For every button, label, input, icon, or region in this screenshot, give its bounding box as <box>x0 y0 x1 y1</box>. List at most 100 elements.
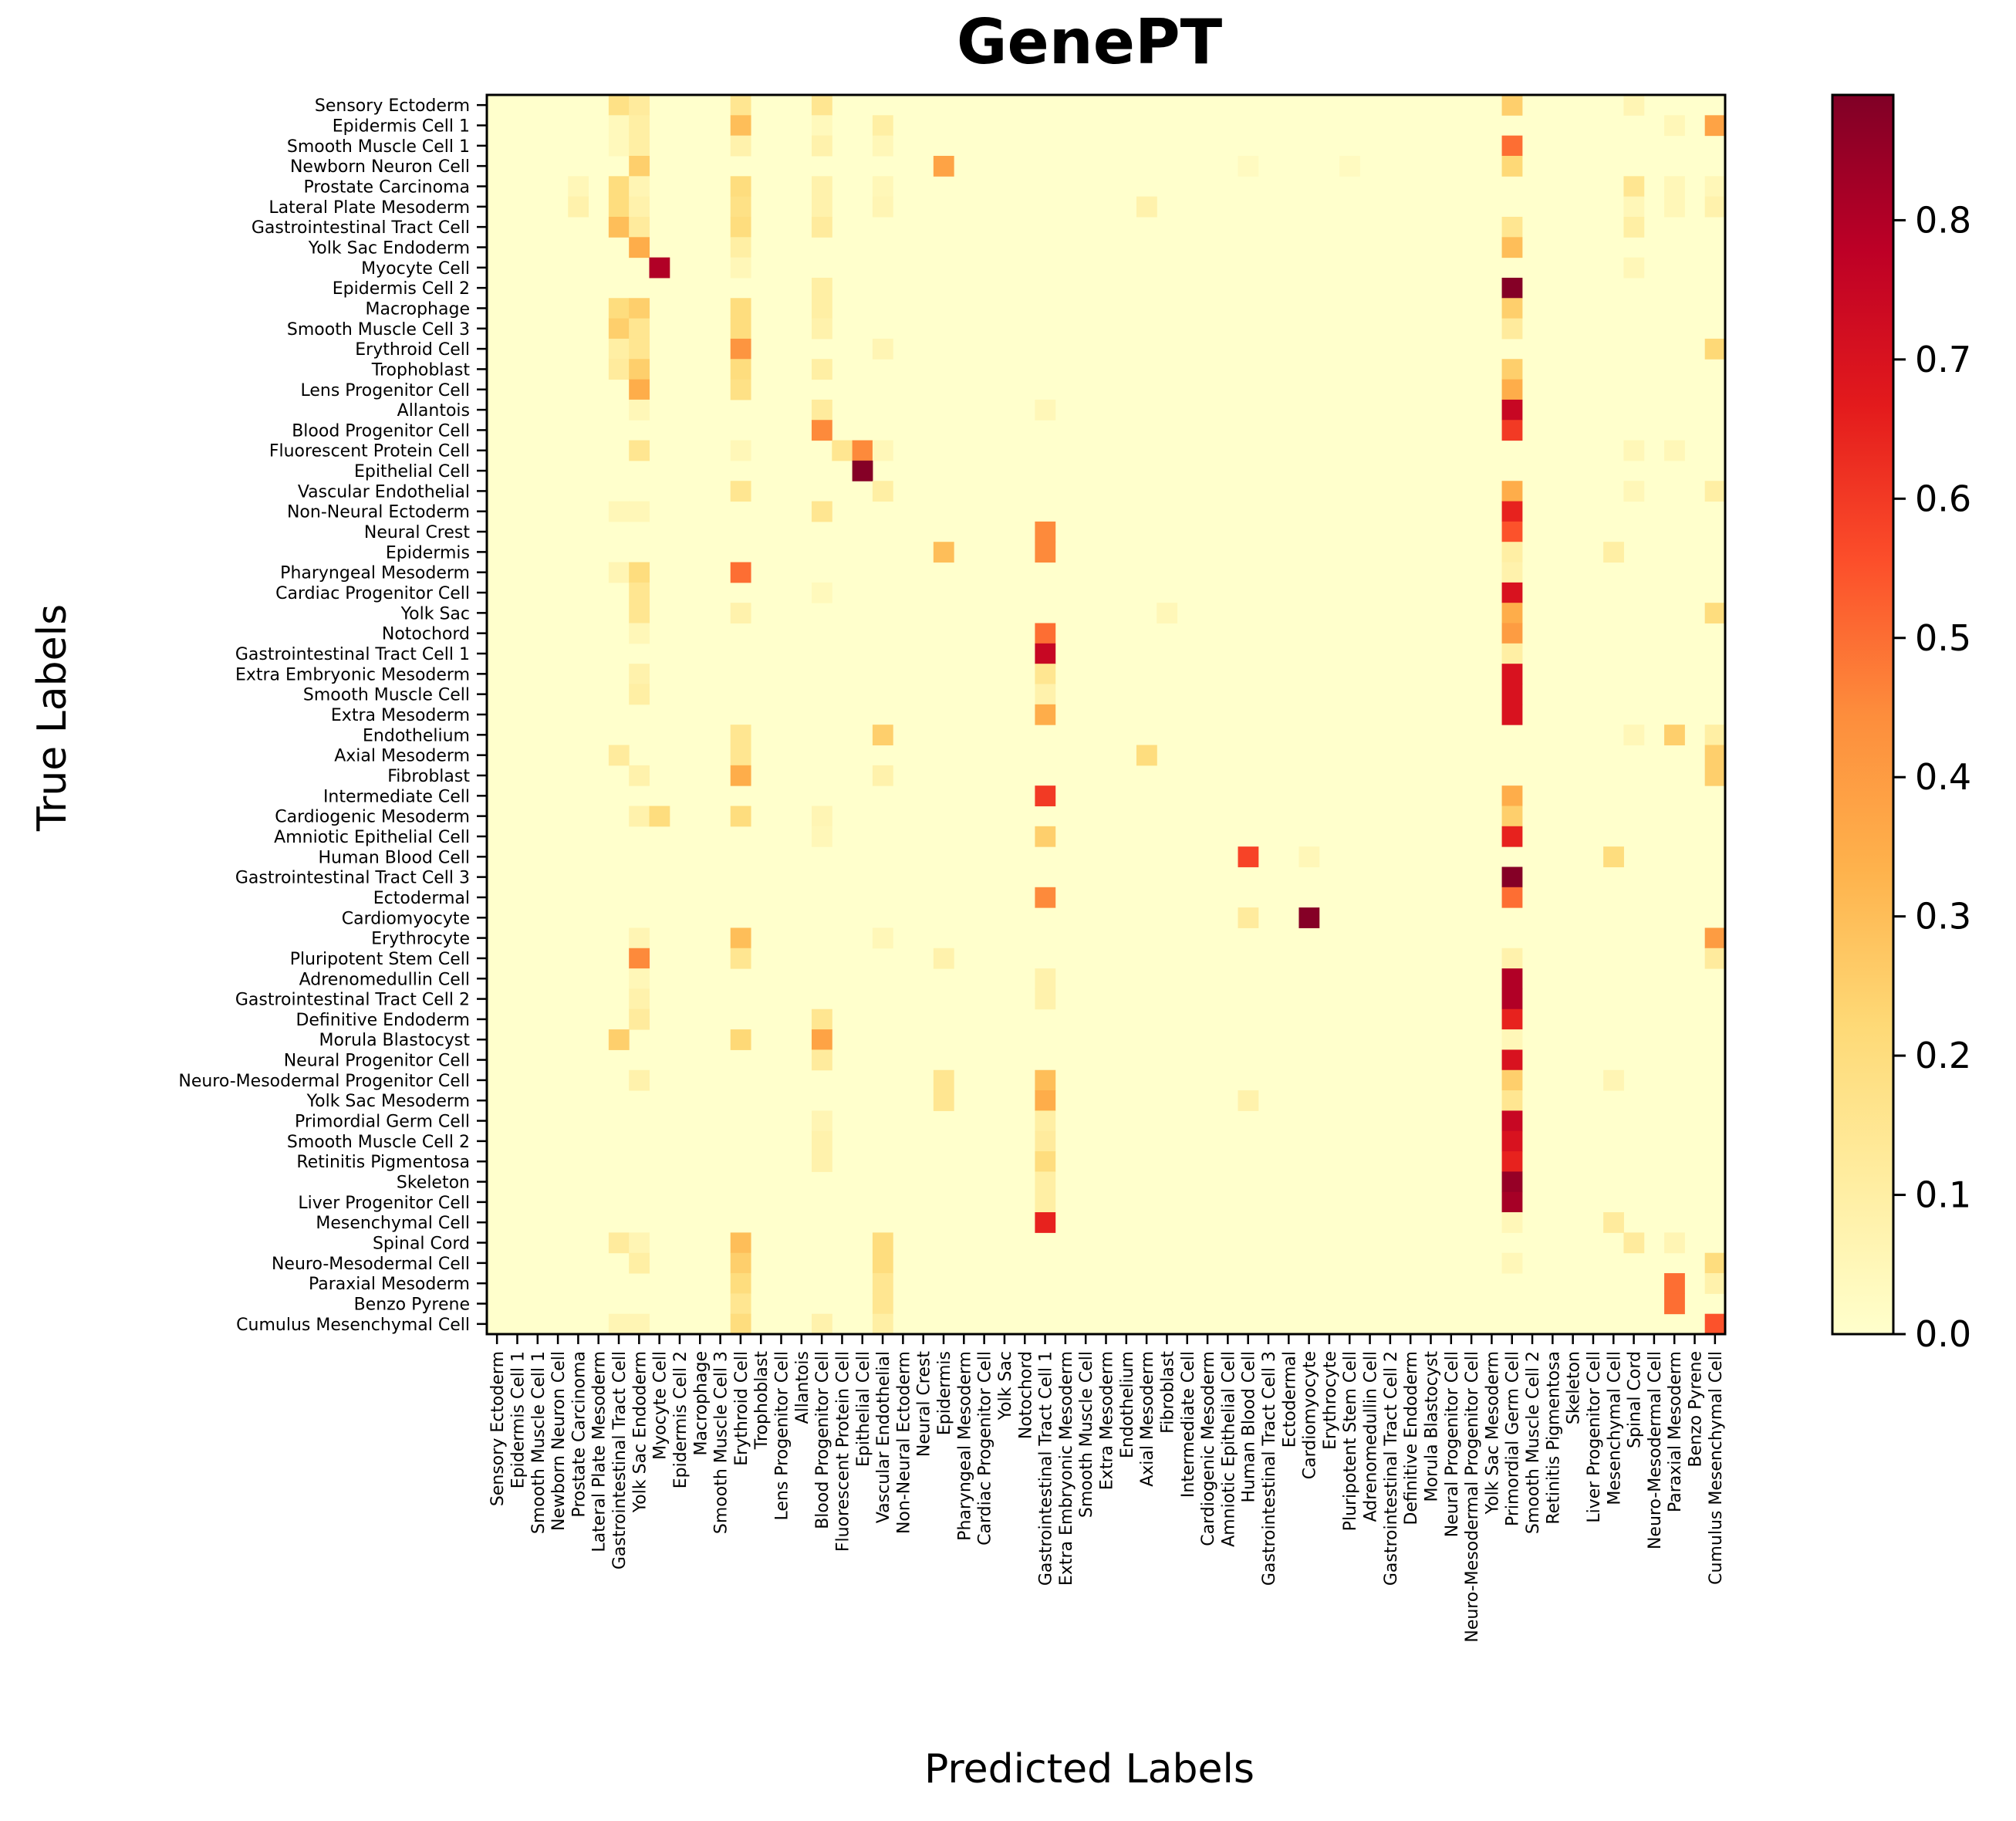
heatmap-cell <box>1157 603 1178 624</box>
heatmap-cell <box>872 176 893 198</box>
heatmap-cell <box>1704 481 1726 502</box>
x-tick-label: Extra Mesoderm <box>1098 1351 1117 1490</box>
x-tick-label: Endothelium <box>1118 1351 1137 1458</box>
heatmap-cell <box>872 1273 893 1294</box>
x-tick-label: Human Blood Cell <box>1240 1351 1259 1503</box>
heatmap-cell <box>811 1151 832 1172</box>
colorbar-tick-label: 0.2 <box>1915 1035 1971 1076</box>
heatmap-cell <box>608 1029 630 1050</box>
heatmap-cell <box>608 338 630 360</box>
heatmap-cell <box>730 135 751 157</box>
heatmap-cell <box>608 196 630 218</box>
y-tick-label: Cumulus Mesenchymal Cell <box>236 1316 470 1335</box>
heatmap-cell <box>872 1252 893 1274</box>
heatmap-cell <box>1035 1212 1056 1233</box>
heatmap-cell <box>730 806 751 827</box>
heatmap-cell <box>608 95 630 116</box>
heatmap-cell <box>629 135 650 157</box>
y-tick-label: Fluorescent Protein Cell <box>269 442 470 461</box>
y-tick-label: Trophoblast <box>371 360 471 380</box>
heatmap-cell <box>730 196 751 218</box>
heatmap-cell <box>1704 1313 1726 1335</box>
y-tick-label: Extra Embryonic Mesoderm <box>235 665 470 684</box>
heatmap-cell <box>1501 1212 1523 1233</box>
heatmap-cell <box>649 806 670 827</box>
heatmap-cell <box>811 1110 832 1132</box>
x-tick-label: Fibroblast <box>1158 1351 1177 1434</box>
colorbar-tick-label: 0.4 <box>1915 756 1971 798</box>
heatmap-cell <box>1623 1232 1645 1254</box>
heatmap-cell <box>1035 664 1056 685</box>
heatmap-cell <box>730 927 751 949</box>
x-tick-label: Cardiac Progenitor Cell <box>976 1351 995 1546</box>
x-tick-label: Retinitis Pigmentosa <box>1544 1351 1563 1525</box>
heatmap-cell <box>811 1130 832 1152</box>
x-tick-label: Neural Crest <box>915 1351 934 1457</box>
x-tick-label: Cardiomyocyte <box>1301 1351 1320 1479</box>
y-tick-label: Fibroblast <box>387 767 470 786</box>
heatmap-cell <box>811 399 832 421</box>
heatmap-cell <box>1035 684 1056 705</box>
heatmap-cell <box>832 440 853 461</box>
heatmap-cell <box>1035 643 1056 664</box>
heatmap-cell <box>730 298 751 319</box>
heatmap-cell <box>608 176 630 198</box>
heatmap-cell <box>1035 1110 1056 1132</box>
heatmap-cell <box>852 440 873 461</box>
heatmap-cell <box>1501 826 1523 847</box>
heatmap-cell <box>1501 1069 1523 1091</box>
heatmap-cell <box>1501 785 1523 806</box>
heatmap-cell <box>629 399 650 421</box>
heatmap-cell <box>1501 562 1523 583</box>
heatmap-cell <box>1704 927 1726 949</box>
heatmap-cell <box>1501 968 1523 989</box>
heatmap-cell <box>811 420 832 441</box>
heatmap-cell <box>629 684 650 705</box>
heatmap-cell <box>811 115 832 137</box>
y-tick-label: Epidermis Cell 2 <box>333 279 470 299</box>
heatmap-cell <box>1035 826 1056 847</box>
y-tick-label: Neural Progenitor Cell <box>284 1052 470 1071</box>
heatmap-cell <box>1238 846 1259 867</box>
y-tick-label: Yolk Sac Mesoderm <box>306 1092 470 1111</box>
heatmap-cell <box>1623 95 1645 116</box>
y-tick-label: Gastrointestinal Tract Cell 3 <box>235 869 470 888</box>
heatmap-cell <box>1603 542 1624 563</box>
heatmap-cell <box>629 562 650 583</box>
heatmap-cell <box>1238 907 1259 928</box>
y-tick-label: Neuro-Mesodermal Progenitor Cell <box>178 1072 470 1091</box>
colorbar-tick-label: 0.7 <box>1915 339 1971 380</box>
colorbar-tick-label: 0.6 <box>1915 478 1971 519</box>
y-tick-label: Notochord <box>382 625 470 644</box>
heatmap-cell <box>730 379 751 400</box>
y-tick-label: Yolk Sac Endoderm <box>308 238 470 258</box>
heatmap-cell <box>1298 907 1320 928</box>
x-tick-label: Newborn Neuron Cell <box>549 1351 569 1531</box>
heatmap-cell <box>1664 1232 1685 1254</box>
heatmap-cell <box>608 501 630 522</box>
y-tick-label: Liver Progenitor Cell <box>298 1194 470 1213</box>
heatmap-cell <box>629 1069 650 1091</box>
y-axis-label: True Labels <box>29 604 76 832</box>
x-tick-label: Gastrointestinal Tract Cell <box>610 1351 630 1569</box>
heatmap-cell <box>811 1049 832 1071</box>
heatmap-cell <box>1035 521 1056 542</box>
x-tick-label: Pharyngeal Mesoderm <box>955 1351 974 1541</box>
y-tick-label: Morula Blastocyst <box>319 1031 471 1050</box>
x-tick-label: Neuro-Mesodermal Cell <box>1646 1351 1665 1549</box>
heatmap-cell <box>1501 704 1523 725</box>
colorbar-ticks: 0.0 0.1 0.2 0.3 0.4 0.5 0.6 0.7 0.8 <box>1893 199 1971 1355</box>
heatmap-cell <box>730 1252 751 1274</box>
heatmap-cell <box>811 1008 832 1030</box>
x-tick-label: Definitive Endoderm <box>1402 1351 1421 1525</box>
heatmap-cell <box>811 1313 832 1335</box>
heatmap-cell <box>629 948 650 969</box>
y-tick-label: Extra Mesoderm <box>331 706 470 725</box>
heatmap-cell <box>1035 542 1056 563</box>
y-tick-label: Epithelial Cell <box>354 462 470 481</box>
y-tick-label: Pluripotent Stem Cell <box>290 950 470 969</box>
heatmap-cell <box>629 1008 650 1030</box>
heatmap-cell <box>629 440 650 461</box>
heatmap-cell <box>872 1313 893 1335</box>
x-tick-label: Liver Progenitor Cell <box>1585 1351 1604 1523</box>
